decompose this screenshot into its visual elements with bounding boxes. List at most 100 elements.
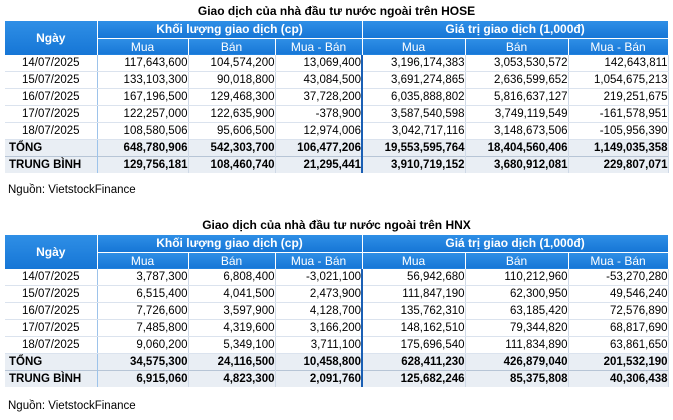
cell-val-sell: 3,148,673,506 (465, 122, 569, 140)
header-vol-sell: Bán (188, 38, 276, 55)
cell-val-net: 142,643,811 (568, 55, 669, 72)
cell-val-buy: 19,553,595,764 (361, 139, 466, 157)
cell-val-net: -161,578,951 (568, 105, 669, 123)
total-row: TỔNG 648,780,906 542,303,700 106,477,206 19,… (5, 139, 669, 157)
row-date: 17/07/2025 (5, 319, 98, 337)
summary-label: TRUNG BÌNH (5, 370, 98, 387)
hose-source: Nguồn: VietstockFinance (8, 184, 136, 196)
cell-vol-buy: 122,257,000 (97, 105, 189, 123)
header-vol-net: Mua - Bán (275, 38, 363, 55)
cell-val-buy: 628,411,230 (361, 353, 466, 371)
cell-vol-net: 3,711,100 (275, 336, 363, 354)
hnx-source: Nguồn: VietstockFinance (8, 400, 136, 412)
cell-val-sell: 111,834,890 (465, 336, 569, 354)
cell-vol-buy: 7,485,800 (97, 319, 189, 337)
header-val-sell: Bán (465, 252, 569, 269)
header-day: Ngày (5, 235, 98, 269)
header-volume-group: Khối lượng giao dịch (cp) (97, 235, 363, 253)
cell-val-net: 49,546,240 (568, 285, 669, 303)
cell-val-buy: 135,762,310 (361, 302, 466, 320)
cell-vol-sell: 95,606,500 (188, 122, 276, 140)
cell-val-buy: 111,847,190 (361, 285, 466, 303)
header-val-net: Mua - Bán (568, 252, 669, 269)
cell-vol-sell: 3,597,900 (188, 302, 276, 320)
cell-val-net: -105,956,390 (568, 122, 669, 140)
cell-vol-sell: 104,574,200 (188, 55, 276, 72)
summary-label: TRUNG BÌNH (5, 156, 98, 173)
table-row: 14/07/2025 3,787,300 6,808,400 -3,021,100 56… (5, 269, 669, 286)
table-row: 16/07/2025 7,726,600 3,597,900 4,128,700 135… (5, 302, 669, 320)
cell-vol-net: 21,295,441 (275, 156, 363, 173)
summary-label: TỔNG (5, 353, 98, 371)
cell-vol-buy: 6,915,060 (97, 370, 189, 387)
header-vol-buy: Mua (97, 38, 189, 55)
cell-vol-sell: 542,303,700 (188, 139, 276, 157)
cell-vol-sell: 4,823,300 (188, 370, 276, 387)
cell-val-sell: 62,300,950 (465, 285, 569, 303)
header-val-buy: Mua (362, 252, 466, 269)
cell-val-net: 201,532,190 (568, 353, 669, 371)
cell-val-net: 1,054,675,213 (568, 71, 669, 89)
cell-val-buy: 175,696,540 (361, 336, 466, 354)
cell-val-net: 219,251,675 (568, 88, 669, 106)
header-day: Ngày (5, 21, 98, 55)
header-val-net: Mua - Bán (568, 38, 669, 55)
table-row: 18/07/2025 9,060,200 5,349,100 3,711,100 175… (5, 336, 669, 354)
cell-val-sell: 3,053,530,572 (465, 55, 569, 72)
row-date: 14/07/2025 (5, 55, 98, 72)
cell-val-sell: 3,749,119,549 (465, 105, 569, 123)
cell-val-buy: 3,196,174,383 (361, 55, 466, 72)
cell-val-sell: 110,212,960 (465, 269, 569, 286)
header-value-group: Giá trị giao dịch (1,000đ) (362, 235, 669, 253)
cell-val-buy: 56,942,680 (361, 269, 466, 286)
cell-vol-net: 3,166,200 (275, 319, 363, 337)
average-row: TRUNG BÌNH 6,915,060 4,823,300 2,091,760 125… (5, 370, 669, 387)
hnx-table: Ngày Khối lượng giao dịch (cp) Giá trị g… (5, 235, 669, 387)
cell-val-buy: 3,910,719,152 (361, 156, 466, 173)
total-row: TỔNG 34,575,300 24,116,500 10,458,800 628,41… (5, 353, 669, 371)
cell-vol-sell: 90,018,800 (188, 71, 276, 89)
cell-vol-buy: 133,103,300 (97, 71, 189, 89)
cell-val-net: -53,270,280 (568, 269, 669, 286)
header-vol-buy: Mua (97, 252, 189, 269)
table-row: 17/07/2025 7,485,800 4,319,600 3,166,200 148… (5, 319, 669, 337)
cell-vol-net: 10,458,800 (275, 353, 363, 371)
row-date: 18/07/2025 (5, 122, 98, 140)
cell-val-buy: 3,691,274,865 (361, 71, 466, 89)
cell-vol-net: 43,084,500 (275, 71, 363, 89)
header-vol-net: Mua - Bán (275, 252, 363, 269)
cell-val-sell: 426,879,040 (465, 353, 569, 371)
table-row: 15/07/2025 6,515,400 4,041,500 2,473,900 111… (5, 285, 669, 303)
cell-vol-net: 37,728,200 (275, 88, 363, 106)
cell-vol-buy: 648,780,906 (97, 139, 189, 157)
header-val-buy: Mua (362, 38, 466, 55)
average-row: TRUNG BÌNH 129,756,181 108,460,740 21,295,4… (5, 156, 669, 173)
row-date: 16/07/2025 (5, 302, 98, 320)
cell-val-sell: 85,375,808 (465, 370, 569, 387)
cell-vol-net: 12,974,006 (275, 122, 363, 140)
cell-vol-net: 2,473,900 (275, 285, 363, 303)
cell-val-net: 229,807,071 (568, 156, 669, 173)
table-row: 17/07/2025 122,257,000 122,635,900 -378,900… (5, 105, 669, 123)
row-date: 14/07/2025 (5, 269, 98, 286)
cell-vol-buy: 9,060,200 (97, 336, 189, 354)
table-row: 15/07/2025 133,103,300 90,018,800 43,084,50… (5, 71, 669, 89)
cell-val-sell: 5,816,637,127 (465, 88, 569, 106)
cell-vol-buy: 6,515,400 (97, 285, 189, 303)
cell-val-net: 40,306,438 (568, 370, 669, 387)
cell-vol-buy: 129,756,181 (97, 156, 189, 173)
cell-val-sell: 63,185,420 (465, 302, 569, 320)
header-volume-group: Khối lượng giao dịch (cp) (97, 21, 363, 39)
hose-title: Giao dịch của nhà đầu tư nước ngoài trên… (197, 4, 476, 18)
row-date: 16/07/2025 (5, 88, 98, 106)
cell-vol-sell: 24,116,500 (188, 353, 276, 371)
cell-vol-buy: 117,643,600 (97, 55, 189, 72)
cell-vol-buy: 108,580,506 (97, 122, 189, 140)
cell-val-sell: 3,680,912,081 (465, 156, 569, 173)
cell-vol-net: 106,477,206 (275, 139, 363, 157)
cell-val-sell: 18,404,560,406 (465, 139, 569, 157)
cell-vol-net: 2,091,760 (275, 370, 363, 387)
cell-vol-net: 4,128,700 (275, 302, 363, 320)
cell-vol-buy: 7,726,600 (97, 302, 189, 320)
cell-vol-net: -3,021,100 (275, 269, 363, 286)
